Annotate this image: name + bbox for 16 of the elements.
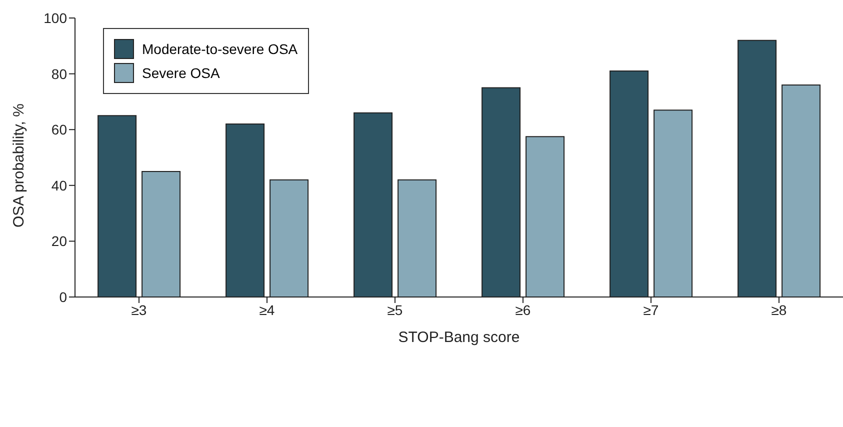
legend-label: Severe OSA xyxy=(142,65,220,81)
y-tick-label: 20 xyxy=(51,233,68,250)
x-tick-label: ≥3 xyxy=(131,302,147,318)
y-tick-label: 80 xyxy=(51,66,68,82)
y-tick-label: 100 xyxy=(44,10,68,26)
x-tick-label: ≥6 xyxy=(515,302,531,318)
x-tick-label: ≥4 xyxy=(259,302,275,318)
x-tick-label: ≥5 xyxy=(387,302,403,318)
y-axis-title: OSA probability, % xyxy=(10,104,28,228)
y-tick-label: 40 xyxy=(51,177,68,194)
x-tick-label: ≥7 xyxy=(643,302,659,318)
y-tick-label: 60 xyxy=(51,122,68,138)
x-axis-title: STOP-Bang score xyxy=(398,329,520,346)
y-tick-label: 0 xyxy=(59,288,68,305)
legend-label: Moderate-to-severe OSA xyxy=(142,41,298,57)
x-tick-label: ≥8 xyxy=(771,302,787,318)
